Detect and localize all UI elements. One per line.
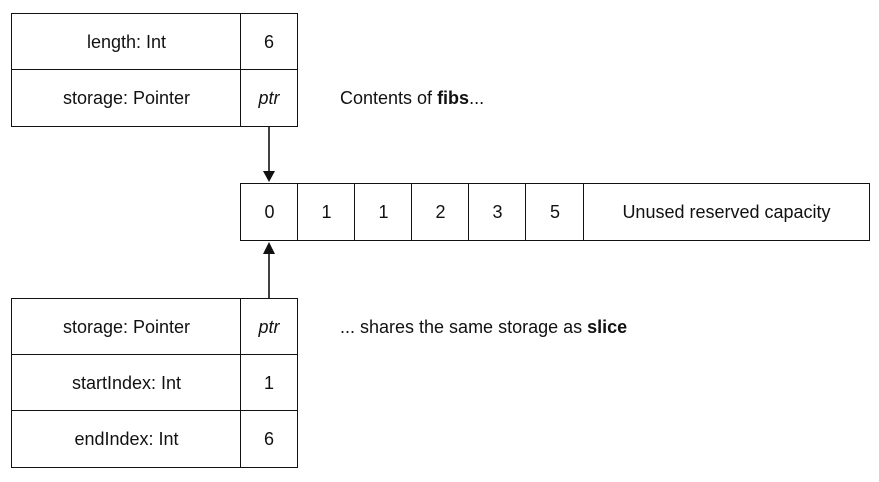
storage-element-value: 3 [492, 201, 503, 222]
unused-capacity-label: Unused reserved capacity [622, 201, 831, 222]
bottom-storage-label-cell: storage: Pointer [11, 298, 242, 356]
bottom-start-label-cell: startIndex: Int [11, 354, 242, 412]
bottom-caption-bold: slice [587, 317, 628, 337]
bottom-pointer-arrow [263, 242, 275, 298]
top-storage-label: storage: Pointer [62, 87, 191, 108]
storage-element: 3 [468, 183, 527, 241]
top-caption-suffix: ... [469, 88, 485, 108]
top-caption-prefix: Contents of [340, 88, 438, 108]
top-length-label: length: Int [86, 31, 167, 52]
bottom-end-label: endIndex: Int [74, 428, 179, 449]
bottom-start-value: 1 [263, 372, 274, 393]
storage-element-value: 1 [321, 201, 332, 222]
bottom-storage-value: ptr [258, 316, 280, 337]
storage-element-value: 2 [435, 201, 446, 222]
top-caption: Contents of fibs... [340, 88, 484, 109]
storage-element: 0 [240, 183, 299, 241]
bottom-end-label-cell: endIndex: Int [11, 410, 242, 468]
top-storage-value: ptr [258, 87, 280, 108]
top-pointer-arrow [263, 127, 275, 182]
bottom-storage-label: storage: Pointer [62, 316, 191, 337]
bottom-end-value: 6 [263, 428, 274, 449]
bottom-caption: ... shares the same storage as slice [340, 317, 627, 338]
top-length-label-cell: length: Int [11, 13, 242, 71]
storage-element-value: 0 [264, 201, 275, 222]
storage-element: 2 [411, 183, 470, 241]
bottom-caption-prefix: ... shares the same storage as [340, 317, 588, 337]
top-storage-label-cell: storage: Pointer [11, 69, 242, 127]
top-length-value: 6 [263, 31, 274, 52]
bottom-end-value-cell: 6 [240, 410, 298, 468]
top-caption-bold: fibs [437, 88, 470, 108]
bottom-start-label: startIndex: Int [71, 372, 182, 393]
top-storage-value-cell: ptr [240, 69, 298, 127]
storage-element: 1 [297, 183, 356, 241]
storage-element: 5 [525, 183, 585, 241]
bottom-storage-value-cell: ptr [240, 298, 298, 356]
storage-element-value: 5 [549, 201, 560, 222]
storage-element-value: 1 [378, 201, 389, 222]
unused-capacity-cell: Unused reserved capacity [583, 183, 870, 241]
storage-element: 1 [354, 183, 413, 241]
